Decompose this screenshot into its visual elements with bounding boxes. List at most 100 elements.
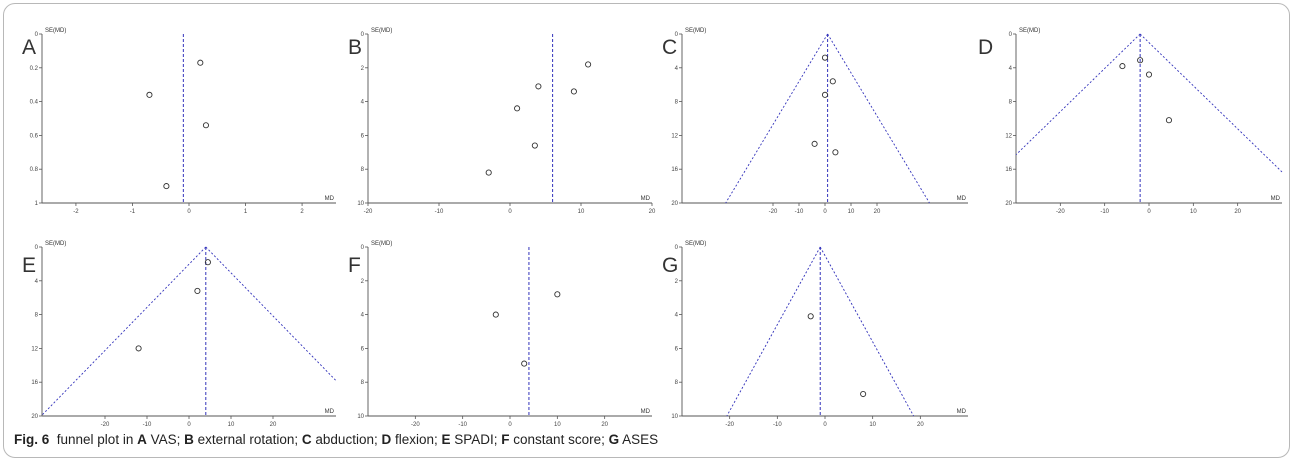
x-tick-label-e: -20 xyxy=(101,422,110,428)
y-tick-label-b: 0 xyxy=(361,32,365,38)
y-tick-label-e: 20 xyxy=(31,414,38,420)
x-tick-label-d: -10 xyxy=(1100,209,1109,215)
study-point-a xyxy=(146,91,153,98)
study-point-f xyxy=(521,360,528,367)
caption-panel-desc-f: constant score; xyxy=(509,432,609,447)
y-tick-label-c: 20 xyxy=(671,201,678,207)
funnel-line-left-e xyxy=(41,246,207,416)
study-point-d xyxy=(1137,57,1144,64)
funnel-line-left-c xyxy=(725,33,828,204)
caption-panel-desc-a: VAS; xyxy=(146,432,185,447)
caption-intro: funnel plot in xyxy=(49,432,138,447)
panel-letter-f: F xyxy=(348,254,361,277)
y-tick-label-a: 0 xyxy=(35,32,39,38)
y-tick-label-a: 0.4 xyxy=(30,100,39,106)
y-tick-label-g: 0 xyxy=(675,245,679,251)
funnel-line-right-e xyxy=(205,246,337,381)
study-point-e xyxy=(194,287,201,294)
x-axis-label-b: MD xyxy=(641,196,651,202)
study-point-a xyxy=(197,59,204,66)
y-tick-label-b: 4 xyxy=(361,100,365,106)
study-point-c xyxy=(821,91,829,98)
y-tick-label-c: 16 xyxy=(671,167,678,173)
y-tick-label-g: 10 xyxy=(671,414,678,420)
study-point-c xyxy=(811,140,818,147)
y-axis-label-f: SE(MD) xyxy=(371,241,392,247)
panel-letter-b: B xyxy=(348,36,362,59)
funnel-line-left-g xyxy=(726,246,821,417)
x-tick-label-c: -10 xyxy=(795,209,804,215)
x-tick-label-a: 2 xyxy=(300,209,304,215)
y-tick-label-c: 0 xyxy=(675,32,679,38)
figure-frame xyxy=(3,3,1290,458)
y-axis-label-a: SE(MD) xyxy=(45,28,66,34)
caption-panel-letter-a: A xyxy=(137,432,147,447)
y-tick-label-b: 2 xyxy=(361,66,365,72)
x-axis-label-c: MD xyxy=(957,196,967,202)
x-tick-label-c: 10 xyxy=(848,209,855,215)
caption-fig-label: Fig. 6 xyxy=(14,432,50,447)
x-tick-label-a: 0 xyxy=(187,209,191,215)
y-tick-label-f: 6 xyxy=(361,346,365,352)
caption-panel-desc-g: ASES xyxy=(619,432,659,447)
x-tick-label-d: -20 xyxy=(1056,209,1065,215)
panel-letter-e: E xyxy=(22,254,36,277)
x-tick-label-f: 20 xyxy=(601,422,608,428)
y-tick-label-d: 4 xyxy=(1009,66,1013,72)
y-tick-label-a: 0.8 xyxy=(30,167,39,173)
x-tick-label-b: 20 xyxy=(649,209,656,215)
study-point-b xyxy=(485,169,492,176)
y-tick-label-g: 6 xyxy=(675,346,679,352)
study-point-d xyxy=(1119,63,1126,70)
x-tick-label-c: -20 xyxy=(769,209,778,215)
caption-panel-letter-c: C xyxy=(301,432,312,447)
y-tick-label-e: 0 xyxy=(35,245,39,251)
y-axis-label-b: SE(MD) xyxy=(371,28,392,34)
x-tick-label-e: -10 xyxy=(143,422,152,428)
study-point-f xyxy=(492,311,499,318)
study-point-f xyxy=(554,291,561,298)
y-tick-label-b: 10 xyxy=(357,201,364,207)
y-tick-label-e: 12 xyxy=(31,346,38,352)
x-tick-label-f: -20 xyxy=(411,422,420,428)
x-axis-label-a: MD xyxy=(325,196,335,202)
x-axis-label-e: MD xyxy=(325,409,335,415)
study-point-g xyxy=(807,313,814,320)
y-tick-label-b: 6 xyxy=(361,133,365,139)
study-point-d xyxy=(1145,71,1153,78)
y-tick-label-d: 0 xyxy=(1009,32,1013,38)
x-tick-label-f: -10 xyxy=(458,422,467,428)
x-tick-label-g: 10 xyxy=(869,422,876,428)
study-point-b xyxy=(514,105,521,112)
y-axis-label-e: SE(MD) xyxy=(45,241,66,247)
caption-panel-desc-c: abduction; xyxy=(311,432,382,447)
x-tick-label-e: 20 xyxy=(270,422,277,428)
y-tick-label-c: 12 xyxy=(671,133,678,139)
y-axis-label-d: SE(MD) xyxy=(1019,28,1040,34)
y-tick-label-d: 20 xyxy=(1005,201,1012,207)
funnel-line-right-g xyxy=(819,246,915,417)
study-point-c xyxy=(832,149,839,156)
x-tick-label-c: 20 xyxy=(874,209,881,215)
x-tick-label-d: 0 xyxy=(1147,209,1151,215)
study-point-e xyxy=(135,345,142,352)
x-tick-label-a: 1 xyxy=(244,209,248,215)
y-tick-label-f: 2 xyxy=(361,279,365,285)
y-tick-label-g: 4 xyxy=(675,313,679,319)
x-tick-label-f: 0 xyxy=(508,422,512,428)
x-tick-label-g: -10 xyxy=(773,422,782,428)
y-tick-label-g: 2 xyxy=(675,279,679,285)
panel-letter-g: G xyxy=(662,254,678,277)
y-tick-label-d: 16 xyxy=(1005,167,1012,173)
y-tick-label-a: 0.2 xyxy=(30,66,39,72)
x-tick-label-a: -2 xyxy=(73,209,79,215)
x-tick-label-a: -1 xyxy=(130,209,136,215)
funnel-line-right-c xyxy=(827,33,930,204)
caption-panel-desc-b: external rotation; xyxy=(193,432,302,447)
study-point-c xyxy=(821,54,829,61)
study-point-c xyxy=(829,78,836,85)
y-tick-label-a: 0.6 xyxy=(30,133,39,139)
x-axis-label-f: MD xyxy=(641,409,651,415)
caption-panel-desc-d: flexion; xyxy=(391,432,442,447)
